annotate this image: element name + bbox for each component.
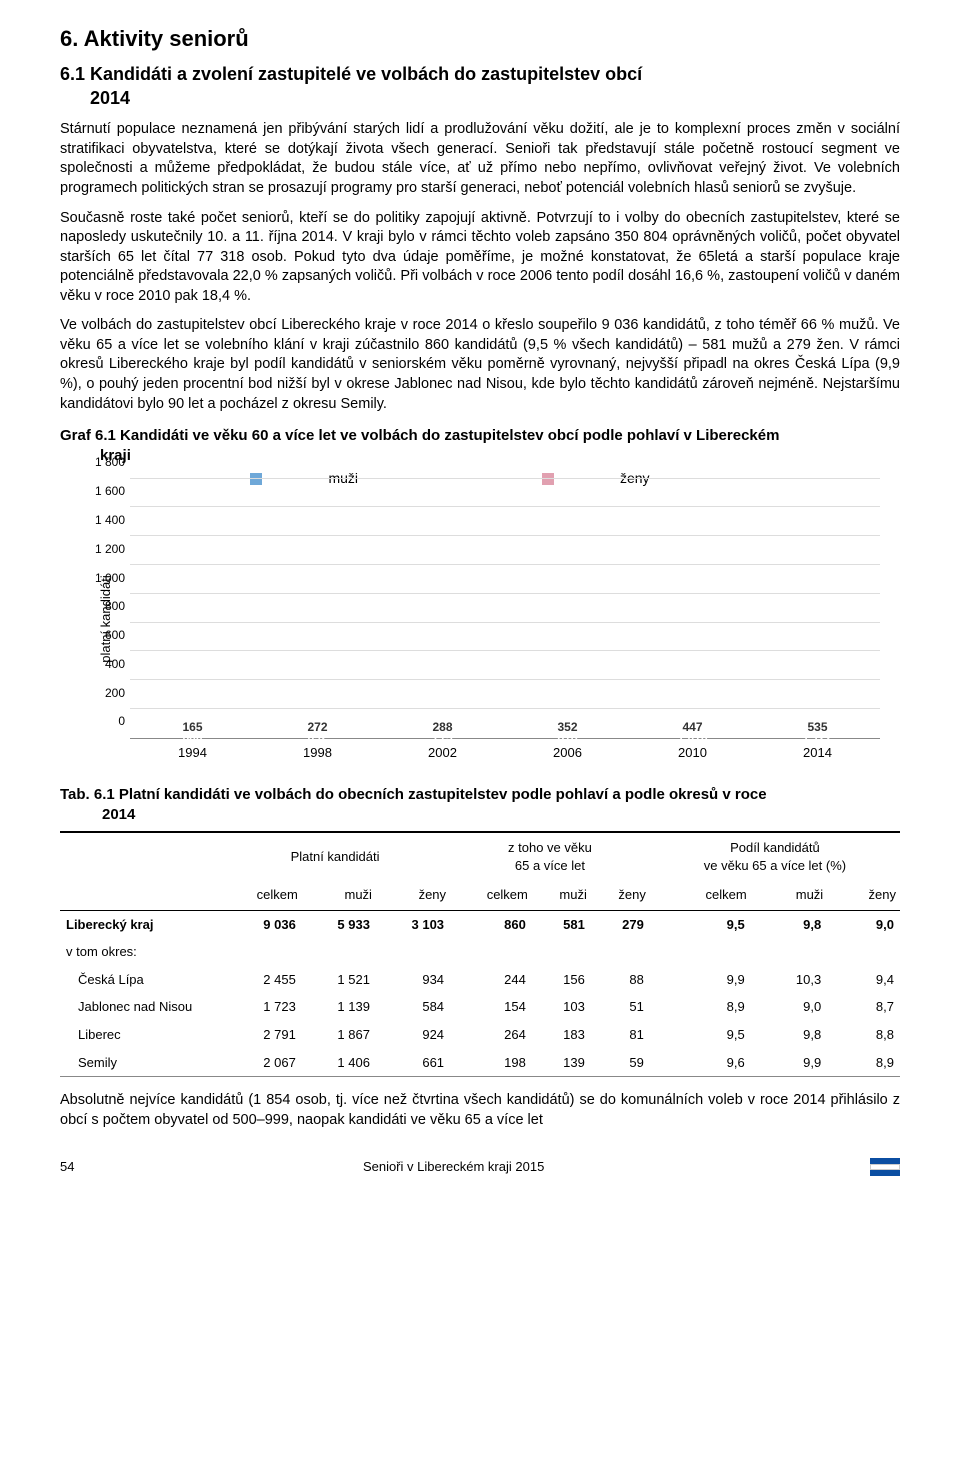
- y-tick: 1 600: [80, 483, 125, 499]
- y-tick: 1 000: [80, 570, 125, 586]
- bar-label-f: 165: [157, 719, 227, 735]
- x-tick: 2002: [408, 744, 478, 762]
- y-tick: 1 400: [80, 512, 125, 528]
- x-tick: 2010: [658, 744, 728, 762]
- y-tick: 400: [80, 656, 125, 672]
- table-col-header: ženy: [376, 880, 450, 910]
- y-tick: 200: [80, 685, 125, 701]
- table-header-cols: celkemmužiženycelkemmužiženycelkemmužiže…: [60, 880, 900, 910]
- table-row: Semily2 0671 406661198139599,69,98,9: [60, 1049, 900, 1077]
- y-tick: 1 800: [80, 454, 125, 470]
- subsection-title: 6.1 Kandidáti a zvolení zastupitelé ve v…: [60, 62, 900, 111]
- table-body: Liberecký kraj9 0365 9333 1038605812799,…: [60, 910, 900, 1076]
- y-tick: 600: [80, 627, 125, 643]
- paragraph: Současně roste také počet seniorů, kteří…: [60, 209, 900, 307]
- table-group-header: Podíl kandidátůve věku 65 a více let (%): [650, 832, 900, 880]
- y-axis-label: platní kandidáti: [97, 575, 115, 662]
- bar-label-f: 535: [783, 719, 853, 735]
- table-row: Jablonec nad Nisou1 7231 139584154103518…: [60, 993, 900, 1021]
- table-title-l1: Tab. 6.1 Platní kandidáti ve volbách do …: [60, 786, 767, 803]
- table-col-header: [60, 880, 220, 910]
- chart-title-l1: Graf 6.1 Kandidáti ve věku 60 a více let…: [60, 427, 779, 444]
- table-col-header: ženy: [591, 880, 650, 910]
- bar-label-f: 288: [408, 719, 478, 735]
- table-header-group: Platní kandidátiz toho ve věku65 a více …: [60, 832, 900, 880]
- table-col-header: celkem: [450, 880, 532, 910]
- table-row: Liberecký kraj9 0365 9333 1038605812799,…: [60, 910, 900, 938]
- table-group-header: Platní kandidáti: [220, 832, 450, 880]
- table-group-header: z toho ve věku65 a více let: [450, 832, 650, 880]
- table-col-header: muži: [302, 880, 376, 910]
- x-tick: 1998: [283, 744, 353, 762]
- bar-label-f: 352: [533, 719, 603, 735]
- closing-paragraph: Absolutně nejvíce kandidátů (1 854 osob,…: [60, 1091, 900, 1130]
- chart: muži ženy platní kandidáti 0200400600800…: [70, 469, 890, 769]
- subsection-title-l2: 2014: [60, 86, 130, 110]
- bar-label-f: 272: [283, 719, 353, 735]
- table-title-l2: 2014: [60, 805, 135, 825]
- table-col-header: muži: [751, 880, 828, 910]
- x-tick: 2014: [783, 744, 853, 762]
- table-row: v tom okres:: [60, 938, 900, 966]
- bar-label-f: 447: [658, 719, 728, 735]
- section-title: 6. Aktivity seniorů: [60, 24, 900, 54]
- data-table: Platní kandidátiz toho ve věku65 a více …: [60, 831, 900, 1077]
- paragraph: Stárnutí populace neznamená jen přibýván…: [60, 120, 900, 198]
- page-footer: 54 Senioři v Libereckém kraji 2015: [60, 1158, 900, 1176]
- y-tick: 800: [80, 598, 125, 614]
- table-col-header: ženy: [827, 880, 900, 910]
- footer-center: Senioři v Libereckém kraji 2015: [94, 1158, 814, 1176]
- chart-plot: 02004006008001 0001 2001 4001 6001 80060…: [130, 479, 880, 739]
- x-tick: 2006: [533, 744, 603, 762]
- table-title: Tab. 6.1 Platní kandidáti ve volbách do …: [60, 785, 900, 826]
- chart-title: Graf 6.1 Kandidáti ve věku 60 a více let…: [60, 426, 900, 467]
- subsection-title-l1: 6.1 Kandidáti a zvolení zastupitelé ve v…: [60, 64, 642, 84]
- paragraph: Ve volbách do zastupitelstev obcí Libere…: [60, 316, 900, 414]
- table-col-header: celkem: [650, 880, 751, 910]
- table-col-header: muži: [532, 880, 591, 910]
- footer-flag-icon: [870, 1158, 900, 1176]
- y-tick: 0: [80, 713, 125, 729]
- x-tick: 1994: [157, 744, 227, 762]
- y-tick: 1 200: [80, 541, 125, 557]
- page-number: 54: [60, 1158, 90, 1176]
- table-col-header: celkem: [220, 880, 302, 910]
- table-row: Liberec2 7911 867924264183819,59,88,8: [60, 1021, 900, 1049]
- table-row: Česká Lípa2 4551 521934244156889,910,39,…: [60, 966, 900, 994]
